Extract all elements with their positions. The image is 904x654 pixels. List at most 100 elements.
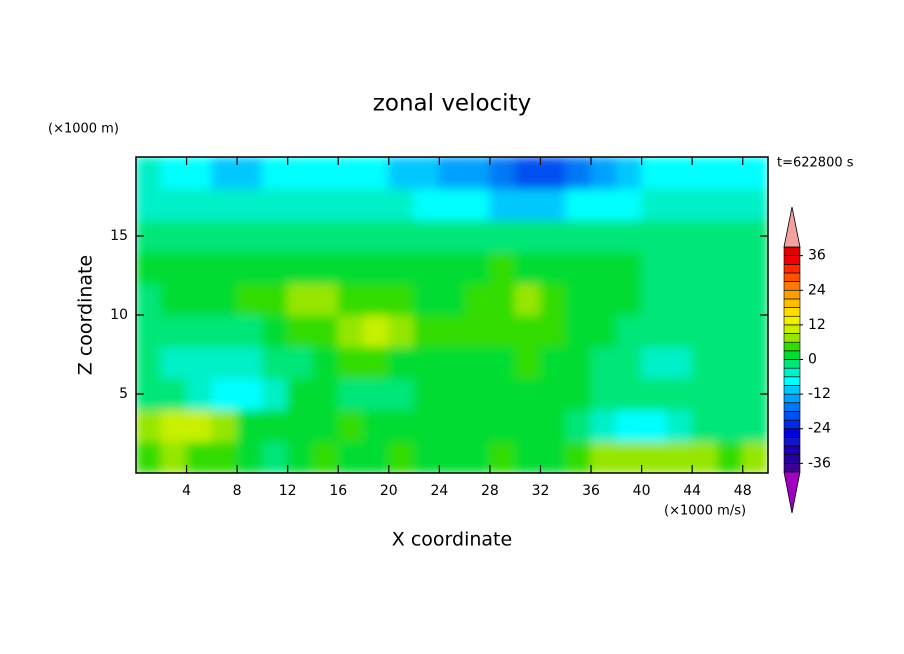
- x-tick-label: 12: [279, 483, 297, 499]
- contour-cell: [160, 377, 188, 411]
- contour-cell: [413, 282, 440, 316]
- contour-cell: [287, 157, 314, 190]
- contour-cell: [565, 409, 592, 442]
- x-tick-label: 8: [233, 483, 242, 499]
- contour-cell: [337, 188, 365, 221]
- contour-cell: [388, 409, 415, 442]
- contour-cell: [236, 409, 263, 442]
- colorbar-band: [783, 350, 801, 360]
- contour-cell: [742, 251, 768, 284]
- contour-cell: [742, 157, 768, 190]
- contour-cell: [337, 346, 365, 379]
- contour-cell: [641, 314, 668, 348]
- colorbar-band: [783, 402, 801, 412]
- contour-cell: [186, 251, 213, 284]
- colorbar-band: [783, 359, 801, 369]
- contour-cell: [236, 282, 263, 316]
- contour-cell: [565, 157, 592, 190]
- contour-cell: [388, 188, 415, 221]
- contour-cell: [388, 219, 415, 253]
- contour-cell: [186, 314, 213, 348]
- contour-cell: [615, 314, 643, 348]
- contour-cell: [641, 409, 668, 442]
- contour-cell: [413, 219, 440, 253]
- contour-cell: [641, 157, 668, 190]
- colorbar-band: [783, 272, 801, 282]
- contour-cell: [261, 157, 289, 190]
- contour-cell: [287, 409, 314, 442]
- contour-cell: [615, 157, 643, 190]
- contour-cell: [464, 188, 491, 221]
- colorbar-tick-label: -36: [808, 455, 831, 471]
- contour-cell: [211, 157, 238, 190]
- contour-cell: [211, 251, 238, 284]
- contour-cell: [337, 440, 365, 473]
- contour-cell: [716, 251, 744, 284]
- contour-cell: [136, 188, 162, 221]
- contour-cell: [160, 409, 188, 442]
- x-tick-label: 36: [582, 483, 600, 499]
- contour-cell: [160, 346, 188, 379]
- contour-cell: [186, 377, 213, 411]
- contour-cell: [312, 409, 339, 442]
- contour-cell: [312, 440, 339, 473]
- contour-cell: [666, 157, 693, 190]
- contour-cell: [312, 346, 339, 379]
- colorbar-band: [783, 454, 801, 464]
- contour-cell: [716, 409, 744, 442]
- contour-cell: [716, 440, 744, 473]
- contour-cell: [514, 346, 541, 379]
- contour-cell: [211, 377, 238, 411]
- contour-cell: [716, 346, 744, 379]
- colorbar-band: [783, 315, 801, 326]
- colorbar-band: [783, 419, 801, 430]
- contour-cell: [489, 282, 516, 316]
- contour-cell: [514, 440, 541, 473]
- contour-cell: [464, 314, 491, 348]
- contour-cell: [716, 377, 744, 411]
- contour-cell: [514, 409, 541, 442]
- contour-cell: [691, 251, 718, 284]
- contour-cell: [363, 251, 390, 284]
- chart-title: zonal velocity: [373, 91, 531, 117]
- colorbar-tick-label: 24: [808, 282, 826, 298]
- contour-cell: [489, 188, 516, 221]
- contour-cell: [136, 314, 162, 348]
- contour-cell: [261, 282, 289, 316]
- contour-cell: [261, 440, 289, 473]
- contour-cell: [615, 188, 643, 221]
- contour-cell: [464, 440, 491, 473]
- colorbar-band: [783, 463, 801, 473]
- x-tick-label: 28: [481, 483, 499, 499]
- contour-cell: [413, 188, 440, 221]
- colorbar-band: [783, 255, 801, 265]
- contour-cell: [312, 251, 339, 284]
- colorbar-band: [783, 307, 801, 317]
- y-tick-label: 15: [110, 228, 128, 244]
- contour-cell: [565, 219, 592, 253]
- colorbar-tick-label: -24: [808, 421, 831, 437]
- contour-cell: [186, 188, 213, 221]
- contour-cell: [438, 282, 466, 316]
- contour-cell: [716, 282, 744, 316]
- colorbar-band: [783, 367, 801, 378]
- contour-cell: [641, 188, 668, 221]
- contour-cell: [388, 157, 415, 190]
- field: [136, 157, 768, 473]
- x-tick-label: 40: [633, 483, 651, 499]
- contour-cell: [388, 282, 415, 316]
- cells: [136, 157, 768, 473]
- contour-cell: [539, 377, 567, 411]
- colorbar-band: [783, 324, 801, 334]
- y-unit: (×1000 m): [48, 122, 119, 137]
- contour-cell: [287, 377, 314, 411]
- contour-cell: [666, 409, 693, 442]
- contour-cell: [641, 282, 668, 316]
- contour-cell: [464, 346, 491, 379]
- contour-cell: [337, 282, 365, 316]
- contour-cell: [615, 377, 643, 411]
- contour-cell: [363, 346, 390, 379]
- contour-cell: [438, 346, 466, 379]
- contour-cell: [514, 314, 541, 348]
- contour-cell: [716, 157, 744, 190]
